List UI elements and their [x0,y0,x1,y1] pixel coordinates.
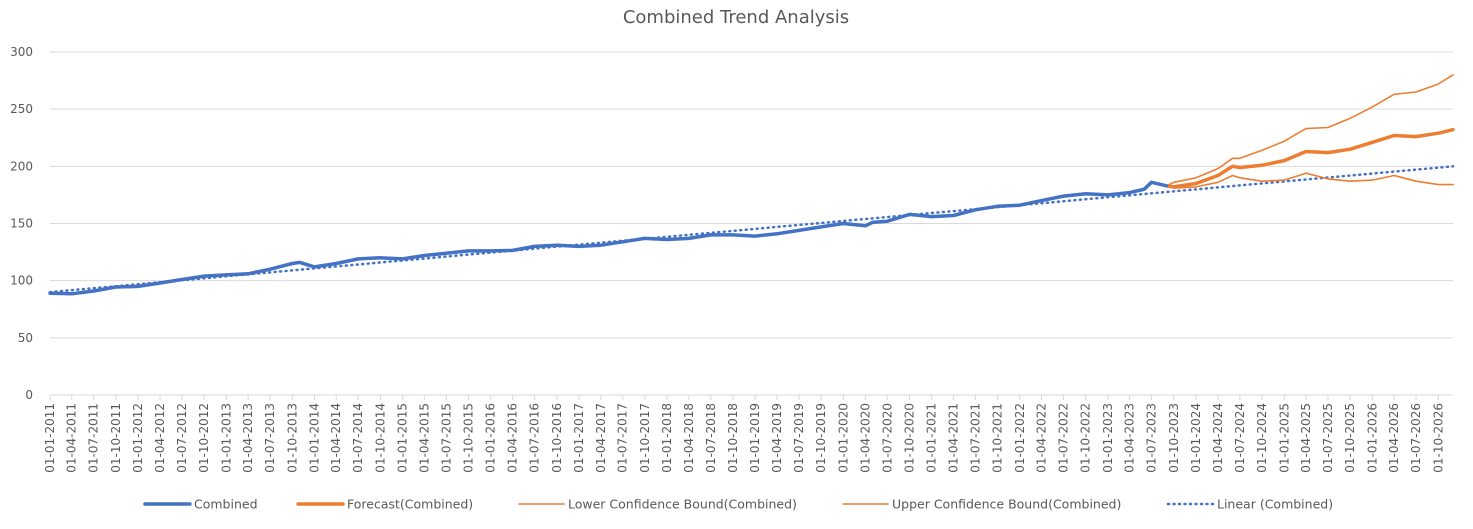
series-line-forecast-combined [1164,127,1455,189]
x-tick-label: 01-01-2020 [836,403,850,473]
x-tick-label: 01-07-2020 [880,403,894,473]
x-tick-label: 01-01-2018 [660,403,674,473]
x-tick-label: 01-07-2015 [439,403,453,473]
x-tick-label: 01-07-2024 [1233,403,1247,473]
legend-label-combined: Combined [194,497,258,512]
x-tick-label: 01-04-2015 [417,403,431,473]
x-tick-label: 01-01-2012 [131,403,145,473]
x-tick-label: 01-07-2018 [704,403,718,473]
x-tick-label: 01-10-2013 [285,403,299,473]
x-tick-label: 01-07-2011 [87,403,101,473]
x-tick-label: 01-10-2025 [1343,403,1357,473]
x-tick-label: 01-04-2019 [770,403,784,473]
x-tick-label: 01-10-2014 [373,403,387,473]
x-tick-label: 01-01-2017 [572,403,586,473]
y-tick-label: 100 [10,274,33,288]
series-line-lower-confidence-bound-combined [1165,172,1454,189]
x-tick-label: 01-07-2014 [351,403,365,473]
x-tick-label: 01-10-2015 [462,403,476,473]
legend-label-upper-confidence-bound-combined: Upper Confidence Bound(Combined) [892,497,1121,512]
x-tick-label: 01-10-2022 [1079,403,1093,473]
x-tick-label: 01-07-2021 [968,403,982,473]
x-tick-label: 01-04-2014 [329,403,343,473]
x-tick-label: 01-10-2018 [726,403,740,473]
x-tick-label: 01-10-2024 [1255,403,1269,473]
gridlines [50,51,1453,396]
chart-title: Combined Trend Analysis [623,7,849,28]
x-tick-label: 01-04-2018 [682,403,696,473]
y-tick-label: 50 [18,331,33,345]
x-tick-label: 01-07-2022 [1056,403,1070,473]
x-tick-label: 01-04-2020 [858,403,872,473]
legend-label-forecast-combined: Forecast(Combined) [347,497,473,512]
x-tick-label: 01-07-2026 [1409,403,1423,473]
x-tick-label: 01-07-2016 [528,403,542,473]
x-tick-label: 01-04-2025 [1299,403,1313,473]
series-line-combined [48,180,1169,296]
x-tick-label: 01-10-2020 [902,403,916,473]
x-tick-label: 01-10-2023 [1167,403,1181,473]
x-tick-label: 01-04-2026 [1387,403,1401,473]
x-tick-label: 01-04-2011 [65,403,79,473]
y-axis-ticks: 0 50 100 150 200 250 300 [10,45,33,402]
x-tick-label: 01-07-2013 [263,403,277,473]
x-tick-label: 01-04-2022 [1034,403,1048,473]
legend: Combined Forecast(Combined) Lower Confiden… [143,497,1333,512]
x-tick-label: 01-04-2017 [594,403,608,473]
x-tick-label: 01-07-2017 [616,403,630,473]
x-tick-label: 01-10-2012 [197,403,211,473]
x-tick-label: 01-04-2021 [946,403,960,473]
x-tick-label: 01-04-2016 [506,403,520,473]
x-tick-label: 01-10-2011 [109,403,123,473]
x-tick-label: 01-01-2026 [1365,403,1379,473]
x-tick-label: 01-10-2019 [814,403,828,473]
x-tick-label: 01-04-2024 [1211,403,1225,473]
x-tick-label: 01-01-2016 [484,403,498,473]
y-tick-label: 150 [10,217,33,231]
x-tick-label: 01-07-2019 [792,403,806,473]
x-tick-label: 01-10-2021 [991,403,1005,473]
x-tick-label: 01-04-2013 [241,403,255,473]
x-tick-label: 01-10-2016 [550,403,564,473]
x-tick-label: 01-01-2015 [396,403,410,473]
x-tick-label: 01-10-2017 [638,403,652,473]
x-tick-label: 01-01-2021 [925,403,939,473]
x-tick-label: 01-04-2012 [153,403,167,473]
y-tick-label: 250 [10,102,33,116]
x-tick-label: 01-10-2026 [1431,403,1445,473]
y-tick-label: 200 [10,159,33,173]
x-tick-label: 01-01-2019 [748,403,762,473]
x-tick-label: 01-01-2014 [308,403,322,473]
x-tick-label: 01-01-2022 [1013,403,1027,473]
x-tick-label: 01-01-2025 [1277,403,1291,473]
x-tick-label: 01-01-2013 [219,403,233,473]
x-tick-label: 01-07-2012 [175,403,189,473]
series-line-linear-combined [48,165,1455,294]
x-tick-label: 01-01-2024 [1189,403,1203,473]
x-tick-label: 01-01-2011 [43,403,57,473]
series-line-upper-confidence-bound-combined [1165,74,1454,187]
x-tick-label: 01-01-2023 [1101,403,1115,473]
x-tick-label: 01-07-2025 [1321,403,1335,473]
x-axis-ticks: 01-01-2011 01-04-2011 01-07-2011 01-10-2011… [43,395,1445,473]
legend-label-linear-combined: Linear (Combined) [1217,497,1333,512]
series-lines [48,74,1455,296]
x-tick-label: 01-07-2023 [1145,403,1159,473]
x-tick-label: 01-04-2023 [1123,403,1137,473]
y-tick-label: 0 [25,388,33,402]
legend-label-lower-confidence-bound-combined: Lower Confidence Bound(Combined) [568,497,797,512]
y-tick-label: 300 [10,45,33,59]
